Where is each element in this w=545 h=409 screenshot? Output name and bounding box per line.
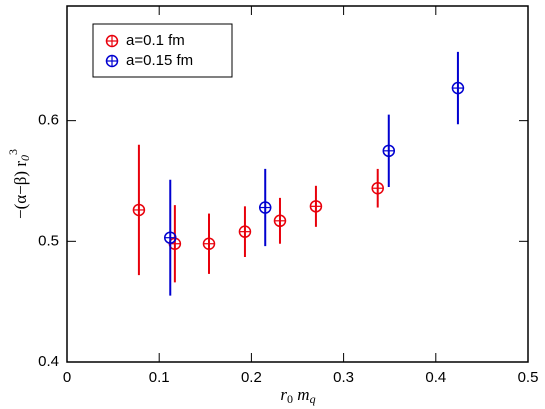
legend-box <box>92 23 233 78</box>
plot-frame <box>66 5 529 363</box>
legend-label: a=0.15 fm <box>126 52 193 69</box>
marker <box>164 231 177 244</box>
marker <box>202 237 216 250</box>
marker <box>309 200 323 213</box>
marker <box>273 214 287 228</box>
legend-label: a=0.1 fm <box>126 32 185 49</box>
marker <box>132 203 146 217</box>
y-tick-label: 0.6 <box>38 112 59 129</box>
x-tick-label: 0.5 <box>518 369 539 386</box>
x-axis-label: r0 mq <box>280 385 315 406</box>
x-tick-label: 0.1 <box>149 369 170 386</box>
y-tick-label: 0.4 <box>38 353 59 370</box>
y-axis-label: −(α−β) r03 <box>6 149 32 219</box>
x-tick-label: 0.2 <box>241 369 262 386</box>
marker <box>382 144 396 158</box>
marker <box>238 225 252 238</box>
x-tick-label: 0.4 <box>425 369 446 386</box>
y-tick-label: 0.5 <box>38 232 59 249</box>
marker <box>371 181 384 195</box>
marker <box>451 81 465 95</box>
marker <box>105 54 119 68</box>
x-tick-label: 0.3 <box>333 369 354 386</box>
marker <box>105 34 119 48</box>
x-tick-label: 0 <box>63 369 71 386</box>
marker <box>258 201 272 214</box>
